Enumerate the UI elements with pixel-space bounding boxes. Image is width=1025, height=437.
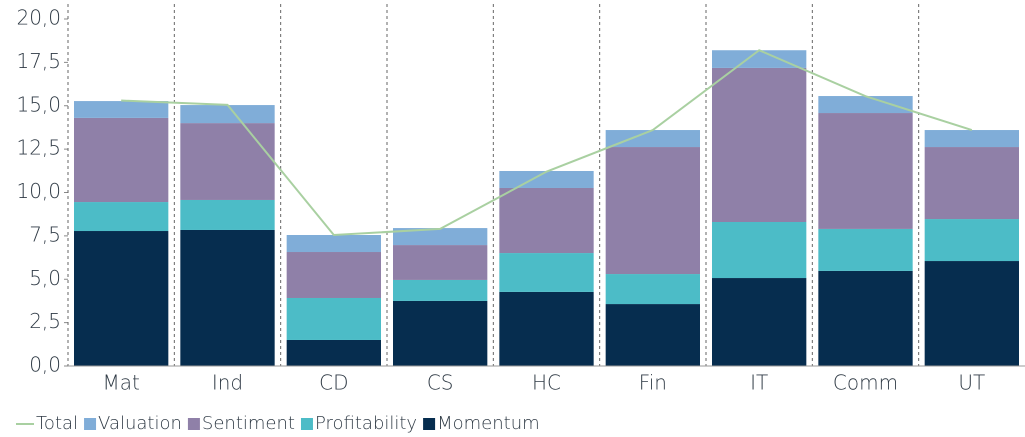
- legend-swatch: [187, 418, 200, 430]
- bar-segment: [818, 96, 913, 114]
- legend-label: Valuation: [98, 413, 182, 434]
- bar-segment: [74, 101, 169, 118]
- x-tick-label: Comm: [833, 371, 898, 395]
- legend-label: Total: [36, 413, 78, 434]
- bar-segment: [605, 304, 700, 366]
- bar-segment: [74, 202, 169, 232]
- x-tick-label: CD: [319, 371, 348, 395]
- bar-segment: [605, 147, 700, 275]
- bar-segment: [712, 221, 807, 279]
- bar-segment: [924, 147, 1019, 220]
- bar-segment: [180, 105, 275, 124]
- bar-segment: [712, 67, 807, 222]
- bar-segment: [605, 274, 700, 305]
- x-tick-label: IT: [750, 371, 768, 395]
- y-tick-label: 17,5: [16, 49, 61, 73]
- bar-segment: [393, 300, 488, 366]
- bar-segment: [499, 170, 594, 188]
- x-tick-label: UT: [958, 371, 985, 395]
- bar-segment: [286, 235, 381, 253]
- y-tick-label: 5,0: [29, 266, 61, 290]
- bar-segment: [393, 228, 488, 246]
- legend-swatch: [423, 418, 436, 430]
- bar-segment: [74, 231, 169, 366]
- x-tick-label: CS: [427, 371, 454, 395]
- bar-segment: [499, 291, 594, 366]
- y-tick-label: 15,0: [16, 92, 61, 116]
- bar-segment: [393, 245, 488, 280]
- bar-segment: [180, 123, 275, 200]
- bar-segment: [286, 252, 381, 298]
- bar-segment: [286, 297, 381, 340]
- bar-segment: [924, 261, 1019, 366]
- legend-swatch: [84, 418, 97, 430]
- bar-segment: [818, 113, 913, 229]
- x-tick-label: HC: [532, 371, 561, 395]
- bar-segment: [393, 279, 488, 301]
- bar-segment: [605, 130, 700, 148]
- bar-segment: [818, 270, 913, 366]
- x-tick-label: Fin: [639, 371, 667, 395]
- y-tick-label: 0,0: [29, 353, 61, 377]
- total-line: [121, 49, 973, 237]
- y-tick-label: 20,0: [16, 6, 61, 30]
- y-tick-label: 2,5: [29, 309, 61, 333]
- bar-segment: [712, 50, 807, 68]
- legend-label: Momentum: [437, 413, 540, 434]
- bar-segment: [180, 199, 275, 230]
- y-tick-label: 12,5: [16, 136, 61, 160]
- y-tick-label: 7,5: [29, 222, 61, 246]
- bar-segment: [499, 187, 594, 254]
- x-tick-label: Ind: [212, 371, 243, 395]
- x-tick-label: Mat: [102, 371, 139, 395]
- bar-segment: [712, 278, 807, 366]
- bar-segment: [74, 117, 169, 203]
- bar-segment: [286, 339, 381, 366]
- bar-segment: [180, 229, 275, 366]
- legend-swatch: [300, 418, 313, 430]
- bar-segment: [924, 219, 1019, 262]
- bar-segment: [499, 253, 594, 292]
- bar-segment: [818, 228, 913, 271]
- legend-label: Sentiment: [202, 413, 295, 434]
- y-tick-label: 10,0: [16, 179, 61, 203]
- legend-label: Profitability: [315, 413, 417, 434]
- bar-segment: [924, 130, 1019, 148]
